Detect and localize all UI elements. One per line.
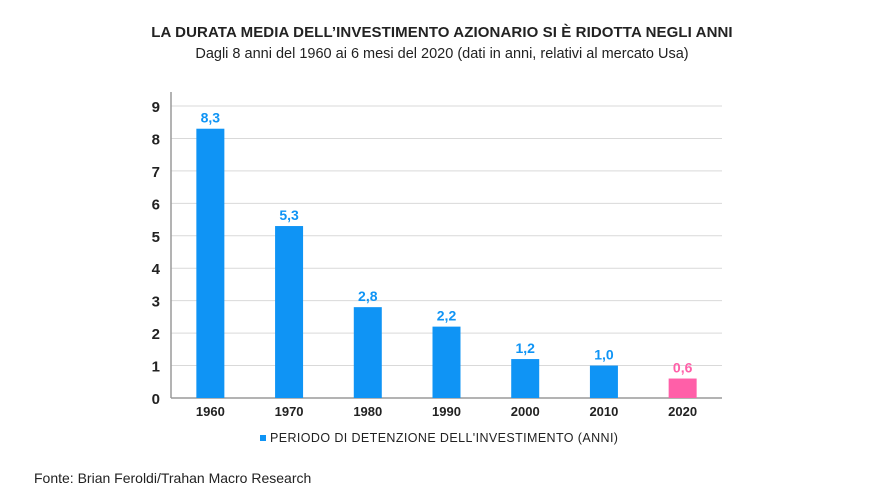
chart-title: LA DURATA MEDIA DELL’INVESTIMENTO AZIONA… bbox=[151, 24, 733, 41]
legend-label: PERIODO DI DETENZIONE DELL'INVESTIMENTO … bbox=[270, 431, 619, 445]
x-tick-label: 1980 bbox=[353, 404, 382, 419]
y-tick-label: 5 bbox=[152, 229, 160, 246]
value-label-1970: 5,3 bbox=[279, 207, 299, 223]
bar-2000 bbox=[511, 359, 540, 398]
value-label-1960: 8,3 bbox=[201, 110, 221, 126]
x-tick-label: 1970 bbox=[275, 404, 304, 419]
x-tick-label: 2000 bbox=[511, 404, 540, 419]
x-tick-label: 2020 bbox=[668, 404, 697, 419]
bar-chart: 0 1 2 3 4 5 6 7 8 9 8,3 5,3 2,8 2,2 1,2 1,0 0,6 1960 197… bbox=[152, 92, 722, 419]
y-tick-label: 1 bbox=[152, 359, 160, 376]
value-label-2010: 1,0 bbox=[594, 347, 614, 363]
legend: PERIODO DI DETENZIONE DELL'INVESTIMENTO … bbox=[260, 431, 618, 445]
x-tick-labels: 1960 1970 1980 1990 2000 2010 2020 bbox=[196, 404, 697, 419]
chart-subtitle: Dagli 8 anni del 1960 ai 6 mesi del 2020… bbox=[195, 46, 689, 62]
x-tick-label: 1990 bbox=[432, 404, 461, 419]
value-labels: 8,3 5,3 2,8 2,2 1,2 1,0 0,6 bbox=[201, 110, 693, 376]
gridlines bbox=[171, 105, 722, 367]
y-tick-label: 9 bbox=[152, 99, 160, 116]
legend-swatch bbox=[260, 435, 266, 441]
y-tick-label: 8 bbox=[152, 131, 160, 148]
x-tick-label: 2010 bbox=[589, 404, 618, 419]
bar-1980 bbox=[353, 307, 382, 398]
y-tick-label: 7 bbox=[152, 164, 160, 181]
y-tick-labels: 0 1 2 3 4 5 6 7 8 9 bbox=[152, 99, 161, 408]
x-tick-label: 1960 bbox=[196, 404, 225, 419]
y-tick-label: 3 bbox=[152, 294, 160, 311]
bar-2010 bbox=[589, 365, 618, 398]
y-tick-label: 2 bbox=[152, 326, 160, 343]
value-label-1980: 2,8 bbox=[358, 288, 378, 304]
y-tick-label: 4 bbox=[152, 261, 161, 278]
bars bbox=[196, 128, 697, 398]
bar-1960 bbox=[196, 128, 225, 398]
value-label-2020: 0,6 bbox=[673, 360, 693, 376]
bar-1970 bbox=[275, 226, 304, 398]
value-label-1990: 2,2 bbox=[437, 308, 457, 324]
value-label-2000: 1,2 bbox=[515, 340, 535, 356]
source-note: Fonte: Brian Feroldi/Trahan Macro Resear… bbox=[34, 470, 312, 486]
y-tick-label: 0 bbox=[152, 391, 160, 408]
bar-2020 bbox=[668, 378, 697, 398]
y-tick-label: 6 bbox=[152, 196, 160, 213]
bar-1990 bbox=[432, 326, 461, 398]
